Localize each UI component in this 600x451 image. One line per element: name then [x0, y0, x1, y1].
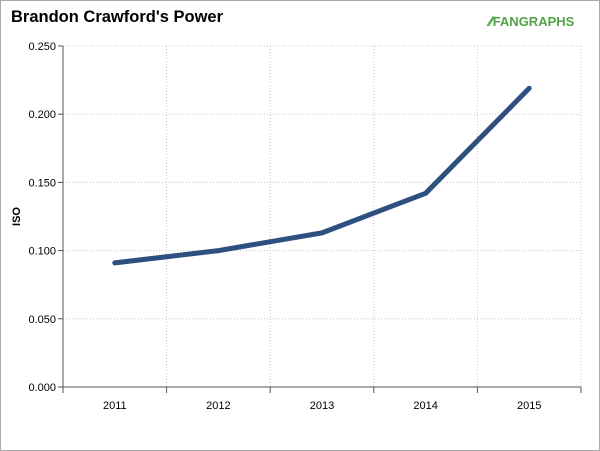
fangraphs-logo: ⁄⁄ FAN GRAPHS — [489, 12, 574, 30]
y-tick-label: 0.150 — [28, 177, 56, 189]
x-tick-label: 2014 — [413, 400, 437, 412]
x-tick-label: 2013 — [310, 400, 334, 412]
x-tick-labels: 2011 2012 2013 2014 2015 — [103, 400, 541, 412]
logo-text-fan: FAN — [492, 13, 519, 29]
series-lines — [112, 85, 532, 266]
y-tick-label: 0.100 — [28, 246, 56, 258]
x-tick-label: 2012 — [206, 400, 230, 412]
fangraphs-logo-icon: ⁄⁄ — [489, 13, 493, 29]
x-tick-label: 2015 — [517, 400, 541, 412]
y-tick-labels: 0.000 0.050 0.100 0.150 0.200 0.250 — [28, 41, 56, 394]
y-tick-label: 0.200 — [28, 109, 56, 121]
y-tick-label: 0.000 — [28, 382, 56, 394]
grid-lines — [63, 45, 582, 387]
chart-title: Brandon Crawford's Power — [11, 8, 224, 26]
axes — [58, 45, 582, 393]
y-tick-label: 0.250 — [28, 41, 56, 53]
x-tick-label: 2011 — [103, 400, 127, 412]
logo-text-graphs: GRAPHS — [518, 13, 575, 29]
y-tick-label: 0.050 — [28, 314, 56, 326]
series-line — [112, 85, 532, 266]
y-axis-label: ISO — [11, 207, 23, 226]
